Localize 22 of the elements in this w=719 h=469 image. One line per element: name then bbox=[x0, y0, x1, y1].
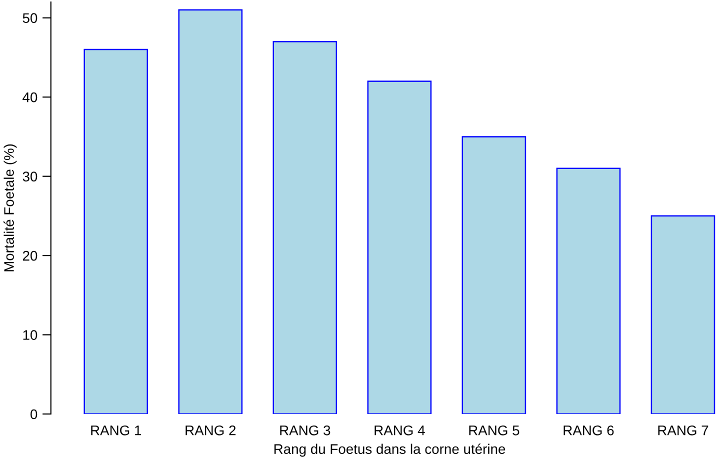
x-tick-label: RANG 4 bbox=[374, 425, 425, 436]
x-tick-label: RANG 7 bbox=[658, 425, 708, 436]
bar bbox=[178, 9, 243, 414]
x-tick-label: RANG 1 bbox=[91, 425, 142, 436]
x-tick-label: RANG 3 bbox=[280, 425, 330, 436]
x-tick-label: RANG 6 bbox=[564, 425, 614, 436]
bar bbox=[367, 80, 432, 414]
x-tick-label: RANG 2 bbox=[186, 425, 236, 436]
bar bbox=[272, 40, 338, 414]
x-axis-title: Rang du Foetus dans la corne utérine bbox=[274, 444, 506, 457]
bar bbox=[462, 136, 526, 414]
bar bbox=[84, 48, 148, 414]
y-tick-label: 10 bbox=[23, 330, 38, 340]
y-tick-label: 30 bbox=[22, 172, 38, 182]
y-tick-label: 50 bbox=[22, 13, 38, 24]
y-axis-title: Mortalité Foetale (%) bbox=[4, 144, 17, 272]
bar bbox=[556, 168, 621, 414]
y-tick-label: 40 bbox=[22, 92, 38, 102]
bar bbox=[650, 215, 716, 414]
y-tick-label: 0 bbox=[30, 409, 38, 420]
y-tick-label: 20 bbox=[22, 250, 38, 261]
x-tick-label: RANG 5 bbox=[469, 425, 520, 436]
